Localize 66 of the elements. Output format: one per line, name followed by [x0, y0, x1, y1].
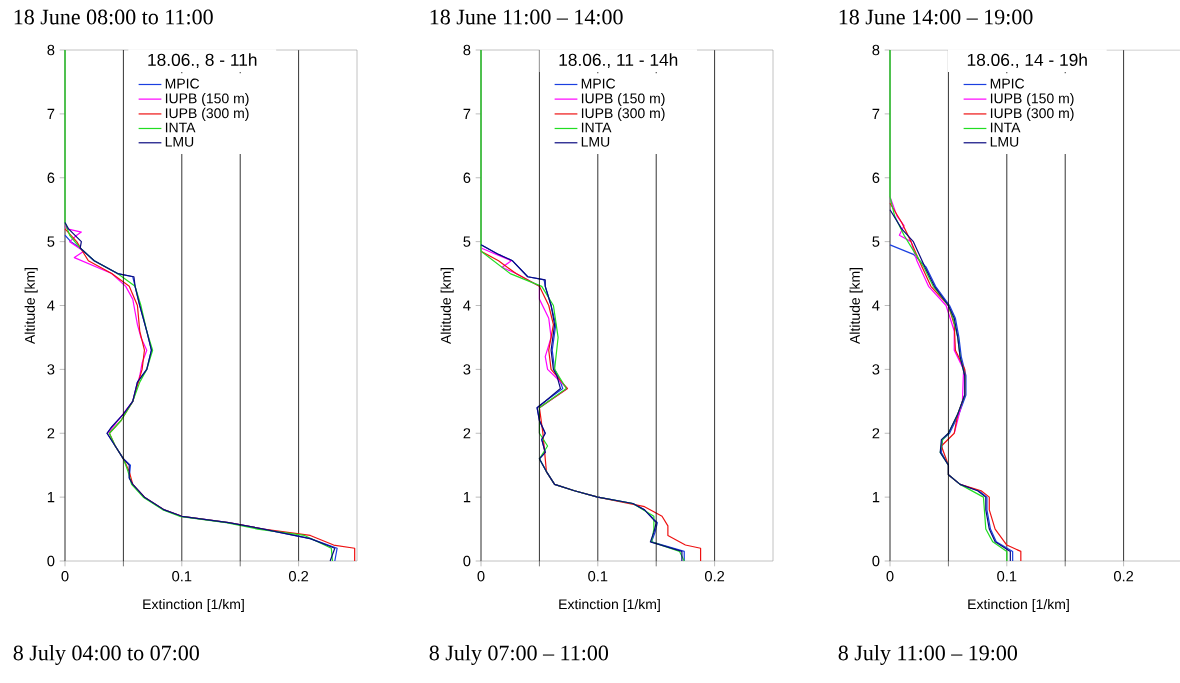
y-tick-label: 0 [872, 555, 880, 567]
x-tick-label: 0.1 [997, 571, 1017, 582]
legend-label: INTA [990, 122, 1021, 133]
legend-label: IUPB (150 m) [165, 93, 249, 107]
x-axis-title: Extinction [1/km] [559, 598, 660, 612]
chart-title: 18 June 11:00 – 14:00 [430, 9, 623, 25]
y-tick-label: 5 [47, 236, 55, 247]
legend-label: IUPB (300 m) [990, 107, 1074, 121]
y-axis-title: Altitude [km] [24, 268, 38, 344]
legend-label: MPIC [990, 78, 1025, 89]
y-tick-label: 2 [47, 428, 55, 439]
y-axis-title: Altitude [km] [440, 268, 454, 344]
x-tick-label: 0 [886, 571, 894, 582]
x-tick-label: 0.2 [704, 571, 725, 582]
x-tick-label: 0.1 [172, 571, 192, 582]
legend-label: IUPB (300 m) [581, 107, 665, 121]
text: 8 July 07:00 – 11:00 [429, 644, 609, 665]
y-tick-label: 6 [47, 172, 55, 183]
x-axis-title: Extinction [1/km] [968, 598, 1069, 612]
y-tick-label: 4 [872, 300, 880, 311]
chart-subtitle: 18.06., 8 - 11h [148, 53, 257, 69]
y-tick-label: 5 [463, 236, 471, 247]
y-tick-label: 8 [872, 44, 880, 56]
legend-label: LMU [165, 136, 194, 147]
chart-title: 18 June 08:00 to 11:00 [14, 9, 213, 25]
y-tick-label: 3 [872, 364, 880, 375]
x-tick-label: 0.1 [588, 571, 608, 582]
y-tick-label: 3 [47, 364, 55, 375]
y-tick-label: 0 [47, 555, 55, 567]
y-tick-label: 6 [463, 172, 471, 183]
legend-label: INTA [165, 122, 196, 133]
y-tick-label: 5 [872, 236, 880, 247]
y-tick-label: 2 [463, 428, 471, 439]
chart-subtitle: 18.06., 14 - 19h [967, 53, 1087, 69]
legend-label: INTA [581, 122, 612, 133]
legend-label: IUPB (150 m) [581, 93, 665, 107]
x-axis-title: Extinction [1/km] [143, 598, 244, 612]
text: 8 July 11:00 – 19:00 [838, 644, 1018, 665]
y-tick-label: 2 [872, 428, 880, 439]
y-tick-label: 6 [872, 172, 880, 183]
y-tick-label: 1 [47, 492, 55, 503]
text: 8 July 04:00 to 07:00 [13, 644, 199, 665]
y-tick-label: 0 [463, 555, 471, 567]
y-tick-label: 4 [463, 300, 471, 311]
y-tick-label: 8 [463, 44, 471, 56]
legend-label: IUPB (300 m) [165, 107, 249, 121]
legend-label: MPIC [581, 78, 616, 89]
x-tick-label: 0.2 [288, 571, 309, 582]
legend-label: IUPB (150 m) [990, 93, 1074, 107]
x-tick-label: 0 [61, 571, 69, 582]
chart-title: 18 June 14:00 – 19:00 [839, 9, 1033, 25]
legend-label: LMU [581, 136, 610, 147]
y-tick-label: 7 [463, 108, 471, 119]
legend-label: MPIC [165, 78, 200, 89]
y-tick-label: 1 [463, 492, 471, 503]
x-tick-label: 0 [477, 571, 485, 582]
y-tick-label: 8 [47, 44, 55, 56]
legend-label: LMU [990, 136, 1019, 147]
y-tick-label: 1 [872, 492, 880, 503]
y-tick-label: 7 [872, 108, 880, 119]
y-tick-label: 3 [463, 364, 471, 375]
x-tick-label: 0.2 [1113, 571, 1134, 582]
y-tick-label: 4 [47, 300, 55, 311]
chart-subtitle: 18.06., 11 - 14h [559, 53, 678, 69]
y-axis-title: Altitude [km] [849, 268, 863, 344]
y-tick-label: 7 [47, 108, 55, 119]
